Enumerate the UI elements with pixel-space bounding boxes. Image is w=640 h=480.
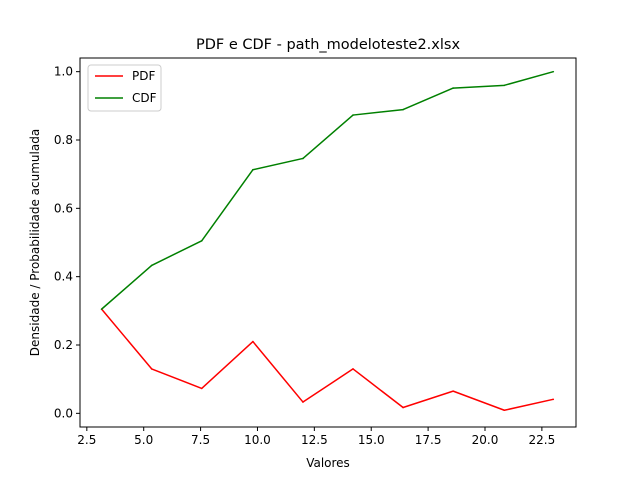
data-point-pdf: [150, 368, 153, 370]
series-line-pdf: [101, 308, 554, 412]
x-axis: 2.5 5.0 7.5 10.0 12.5 15.0 17.5 20.0 22.5: [77, 427, 555, 447]
y-tick-label: 0.2: [54, 338, 73, 352]
x-tick-label: 12.5: [301, 433, 328, 447]
x-tick-label: 20.0: [472, 433, 499, 447]
y-axis: 0.0 0.2 0.4 0.6 0.8 1.0: [54, 65, 80, 420]
data-point-cdf: [302, 157, 304, 160]
plot-lines: [100, 70, 555, 412]
data-point-cdf: [402, 108, 404, 111]
legend: PDF CDF: [87, 64, 162, 112]
x-tick-label: 7.5: [191, 433, 210, 447]
data-point-cdf: [452, 87, 454, 89]
legend-label-cdf: CDF: [132, 91, 157, 105]
data-point-pdf: [302, 401, 304, 403]
data-point-cdf: [200, 239, 203, 242]
data-point-cdf: [552, 70, 555, 73]
data-point-cdf: [150, 264, 153, 267]
data-point-pdf: [200, 387, 203, 390]
series-line-cdf: [101, 70, 554, 310]
data-point-pdf: [503, 409, 506, 412]
legend-label-pdf: PDF: [132, 69, 155, 83]
data-point-pdf: [352, 368, 354, 370]
x-tick-label: 10.0: [244, 433, 271, 447]
data-point-cdf: [252, 168, 254, 171]
data-point-pdf: [552, 398, 555, 401]
data-point-pdf: [452, 390, 454, 392]
data-point-cdf: [100, 308, 103, 310]
x-tick-label: 2.5: [77, 433, 96, 447]
x-tick-label: 5.0: [134, 433, 153, 447]
y-axis-label: Densidade / Probabilidade acumulada: [28, 129, 42, 356]
data-point-cdf: [503, 84, 506, 87]
y-tick-label: 0.0: [54, 406, 73, 420]
x-tick-label: 15.0: [358, 433, 385, 447]
y-tick-label: 0.6: [54, 201, 73, 215]
x-tick-label: 17.5: [415, 433, 442, 447]
x-tick-label: 22.5: [529, 433, 556, 447]
x-axis-label: Valores: [306, 456, 350, 470]
data-point-pdf: [252, 340, 254, 343]
y-tick-label: 0.8: [54, 133, 73, 147]
data-point-pdf: [402, 406, 404, 409]
y-tick-label: 0.4: [54, 270, 73, 284]
y-tick-label: 1.0: [54, 65, 73, 79]
plot-frame: [79, 57, 577, 428]
data-point-cdf: [352, 114, 354, 116]
chart-title: PDF e CDF - path_modeloteste2.xlsx: [196, 37, 460, 53]
